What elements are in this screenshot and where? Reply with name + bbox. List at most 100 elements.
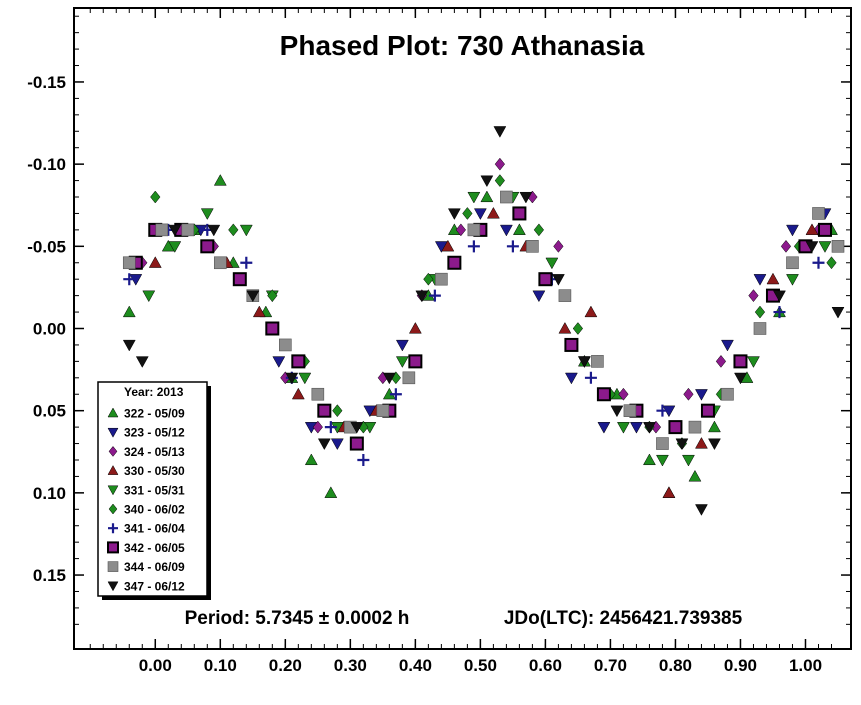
legend-title: Year: 2013 [124,385,184,399]
data-point [408,321,422,334]
data-point [682,454,695,467]
data-point [715,354,727,368]
legend-label: 330 - 05/30 [124,464,185,478]
legend-entries: 322 - 05/09 323 - 05/12 324 - 05/13 330 - 0… [107,407,185,593]
data-point [773,306,786,319]
data-point [447,255,462,270]
data-point [122,305,136,318]
data-point [148,256,162,268]
x-axis: 0.00 0.10 0.20 0.30 0.40 0.50 0.60 0.70 0.80 0.90… [89,8,832,675]
data-point [512,206,527,221]
data-point [494,174,506,187]
data-point [695,504,708,516]
data-point [519,191,533,204]
data-point [553,239,564,253]
data-point [506,240,519,253]
data-point [591,355,604,368]
data-point [408,354,423,369]
data-point [279,338,292,352]
data-point [831,307,845,319]
x-tick-label: 0.40 [399,656,432,675]
data-point [584,371,597,384]
data-point [324,421,337,434]
data-point [512,223,526,235]
data-point [213,174,227,186]
legend-label: 340 - 06/02 [124,503,185,517]
data-point [733,354,748,369]
data-point [324,486,338,498]
legend-label: 323 - 05/12 [124,426,185,440]
data-point [558,321,572,334]
data-point [291,387,305,400]
data-point [748,289,759,303]
data-point [610,405,624,418]
y-tick-label: -0.10 [27,155,66,174]
y-tick-label: 0.15 [33,566,66,585]
legend-label: 342 - 06/05 [124,541,185,555]
data-point [228,223,239,237]
legend-label: 341 - 06/04 [124,522,185,536]
data-point [135,356,149,368]
x-tick-label: 0.00 [139,656,172,675]
data-point [688,469,702,482]
legend-label: 347 - 06/12 [124,579,185,593]
data-point [596,387,611,402]
data-point [551,274,565,286]
data-point [630,422,643,434]
legend-marker [107,581,119,592]
legend-label: 322 - 05/09 [124,407,185,421]
data-point [623,404,637,417]
data-point [349,436,364,451]
data-point [564,372,578,385]
data-point [291,354,306,369]
data-point [168,241,182,253]
data-point [252,305,266,318]
data-point [441,239,455,252]
data-point [423,272,434,286]
data-point [766,272,780,285]
data-point [753,274,767,286]
data-point [122,256,136,270]
data-point [526,240,539,253]
data-point [734,372,747,385]
data-point [499,224,513,237]
data-point [428,289,441,302]
data-point [200,208,214,220]
data-point [584,305,598,318]
data-point [558,289,572,302]
legend-shadow-right [207,386,211,600]
data-point [786,256,799,270]
y-tick-label: 0.05 [33,402,66,421]
data-point [246,290,260,303]
data-point [753,322,767,335]
data-point [533,223,545,237]
x-tick-label: 0.20 [269,656,302,675]
data-point [695,389,708,401]
data-point [330,438,344,451]
data-point [688,420,702,434]
chart-title: Phased Plot: 730 Athanasia [280,30,645,61]
x-tick-label: 0.80 [659,656,692,675]
data-point [317,403,332,418]
data-points [122,126,845,516]
data-point [357,453,370,466]
data-point [597,422,611,434]
data-point [304,453,318,466]
data-point [168,224,182,237]
data-point [311,387,325,401]
x-tick-label: 0.10 [204,656,237,675]
data-point [272,356,286,368]
data-point [389,388,402,401]
data-point [747,356,760,368]
data-point [462,207,473,220]
data-point [467,223,481,237]
data-point [298,372,312,385]
data-point [473,208,487,220]
data-point [668,420,683,435]
data-point [455,223,466,237]
data-point [721,387,734,401]
data-point [480,175,494,188]
data-point [656,437,669,450]
legend-marker [107,427,119,438]
